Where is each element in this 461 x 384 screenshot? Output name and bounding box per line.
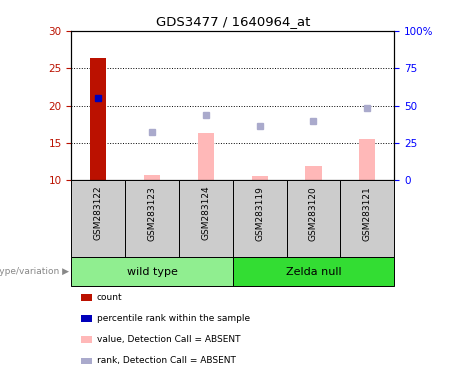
Text: genotype/variation ▶: genotype/variation ▶ [0,267,69,276]
Text: GSM283120: GSM283120 [309,186,318,241]
Bar [198,133,214,180]
Text: GSM283124: GSM283124 [201,186,210,240]
Bar [305,166,321,180]
Bar [233,180,287,257]
Bar [71,180,125,257]
Text: count: count [97,293,123,302]
Bar [90,58,106,180]
Text: value, Detection Call = ABSENT: value, Detection Call = ABSENT [97,335,240,344]
Bar [340,180,394,257]
Text: percentile rank within the sample: percentile rank within the sample [97,314,250,323]
Bar [71,257,233,286]
Bar [179,180,233,257]
Text: GSM283121: GSM283121 [363,186,372,241]
Text: wild type: wild type [127,266,177,277]
Bar [233,257,394,286]
Text: GSM283123: GSM283123 [148,186,157,241]
Text: GSM283122: GSM283122 [94,186,103,240]
Title: GDS3477 / 1640964_at: GDS3477 / 1640964_at [156,15,310,28]
Text: GSM283119: GSM283119 [255,186,264,241]
Bar [144,175,160,180]
Bar [287,180,340,257]
Bar [252,176,268,180]
Bar [359,139,375,180]
Text: Zelda null: Zelda null [286,266,341,277]
Text: rank, Detection Call = ABSENT: rank, Detection Call = ABSENT [97,356,236,366]
Bar [125,180,179,257]
